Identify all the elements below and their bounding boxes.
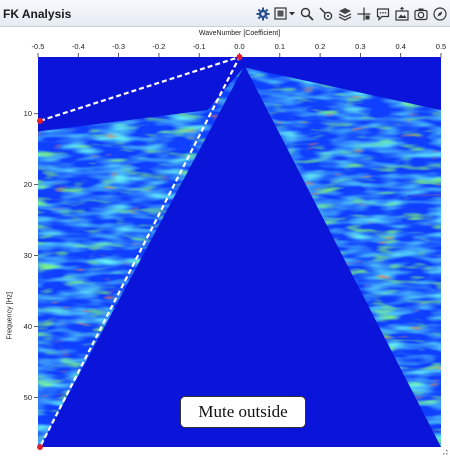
pointer-probe-icon[interactable] — [318, 5, 334, 23]
comment-annotation-icon[interactable] — [375, 5, 391, 23]
x-tick-label: 0.5 — [436, 42, 446, 51]
x-tick-label: -0.2 — [152, 42, 165, 51]
export-image-icon[interactable] — [394, 5, 410, 23]
y-tick-label: 30 — [24, 251, 32, 260]
mute-outside-label: Mute outside — [180, 396, 306, 428]
x-axis-title: WaveNumber [Coefficient] — [198, 30, 281, 37]
mute-polygon[interactable] — [37, 54, 243, 450]
y-axis-ticks: 10 20 30 40 50 — [24, 109, 38, 402]
camera-snapshot-icon[interactable] — [413, 5, 429, 23]
mute-handle[interactable] — [37, 117, 43, 124]
x-axis-ticks: -0.5 -0.4 -0.3 -0.2 -0.1 0.0 0.1 0.2 0.3 0.4 0.5 — [32, 42, 446, 57]
y-tick-label: 10 — [24, 109, 32, 118]
x-tick-label: -0.5 — [32, 42, 45, 51]
search-zoom-icon[interactable] — [299, 5, 315, 23]
window-title: FK Analysis — [3, 7, 72, 21]
toolbar — [255, 5, 448, 23]
y-tick-label: 40 — [24, 322, 32, 331]
x-tick-label: -0.4 — [72, 42, 85, 51]
crosshair-pan-icon[interactable] — [356, 5, 372, 23]
settings-gear-icon[interactable] — [255, 5, 271, 23]
x-tick-label: 0.4 — [395, 42, 405, 51]
zoom-box-dropdown-icon[interactable] — [274, 5, 296, 23]
resize-grip-icon[interactable] — [440, 447, 448, 455]
layers-icon[interactable] — [337, 5, 353, 23]
x-tick-label: 0.3 — [355, 42, 365, 51]
mute-handle[interactable] — [236, 54, 243, 60]
x-tick-label: -0.3 — [112, 42, 125, 51]
window-titlebar: FK Analysis — [0, 0, 450, 27]
y-tick-label: 20 — [24, 180, 32, 189]
x-tick-label: 0.0 — [234, 42, 244, 51]
x-tick-label: -0.1 — [193, 42, 206, 51]
y-axis-title: Frequency [Hz] — [6, 292, 14, 340]
mute-handle[interactable] — [37, 444, 43, 450]
help-compass-icon[interactable] — [432, 5, 448, 23]
x-tick-label: 0.1 — [275, 42, 285, 51]
x-tick-label: 0.2 — [315, 42, 325, 51]
y-tick-label: 50 — [24, 393, 32, 402]
